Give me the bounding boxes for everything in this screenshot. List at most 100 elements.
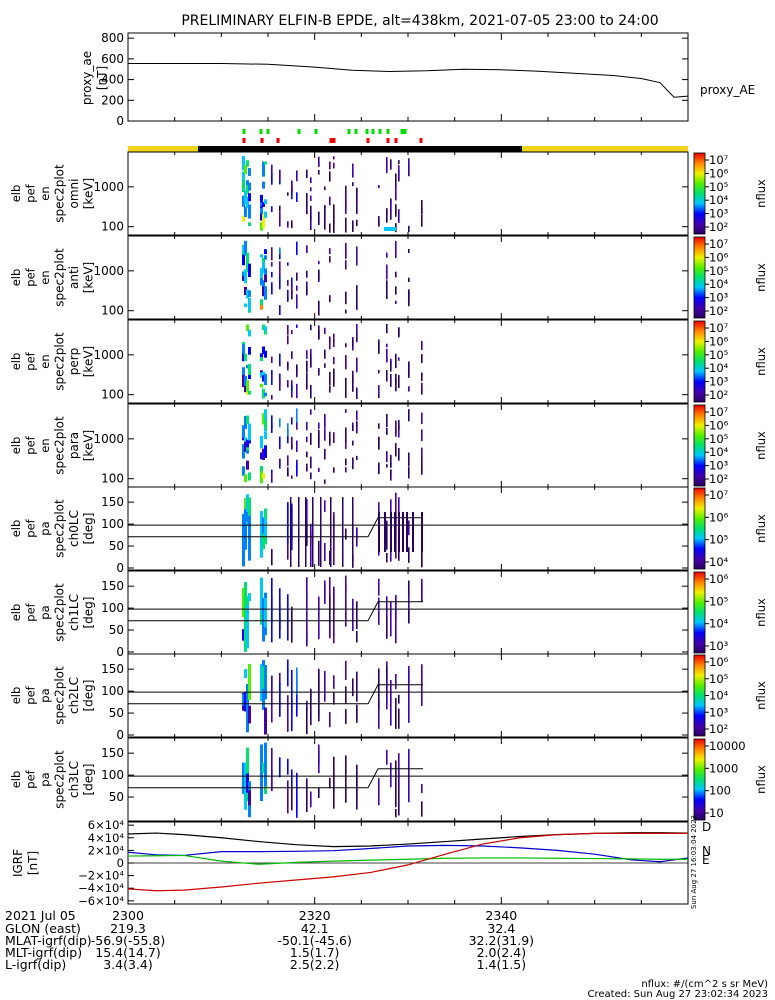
- data-cell: [356, 422, 358, 427]
- data-cell: [398, 423, 400, 430]
- legend-label: proxy_AE: [700, 83, 755, 97]
- data-cell: [421, 578, 423, 588]
- colorbar-tick-label: 10²: [709, 388, 728, 402]
- data-cell: [246, 183, 249, 191]
- chart-title: PRELIMINARY ELFIN-B EPDE, alt=438km, 202…: [181, 13, 658, 29]
- data-cell: [378, 393, 380, 399]
- data-cell: [421, 544, 423, 568]
- data-cell: [421, 458, 423, 473]
- y-axis-label: elb: [9, 269, 23, 287]
- data-cell: [291, 285, 293, 296]
- y-tick-label: 150: [101, 662, 124, 676]
- data-cell: [386, 464, 388, 468]
- data-cell: [248, 514, 251, 561]
- data-cell: [345, 202, 347, 214]
- data-cell: [244, 303, 247, 308]
- data-cell: [264, 742, 267, 787]
- data-cell: [296, 772, 298, 811]
- data-cell: [306, 372, 308, 388]
- data-cell: [262, 388, 265, 399]
- y-axis-label: [deg]: [82, 764, 96, 796]
- data-cell: [395, 387, 397, 392]
- y-tick-label: −2×10⁴: [78, 869, 124, 883]
- y-axis-label: spec2plot: [53, 416, 67, 475]
- data-cell: [345, 440, 347, 449]
- data-cell: [421, 340, 423, 350]
- data-cell: [386, 348, 388, 363]
- data-cell: [246, 258, 249, 273]
- data-cell: [408, 361, 410, 377]
- y-tick-label: 1000: [93, 432, 124, 446]
- data-cell: [246, 439, 249, 448]
- red-tick: [329, 138, 333, 143]
- data-cell: [390, 762, 392, 788]
- data-cell: [246, 600, 249, 647]
- data-cell: [246, 380, 249, 393]
- data-cell: [296, 241, 298, 256]
- data-cell: [398, 328, 400, 336]
- data-cell: [421, 586, 423, 601]
- data-cell: [318, 673, 320, 715]
- y-axis-label: elb: [9, 604, 23, 622]
- data-cell: [290, 497, 292, 567]
- data-cell: [264, 268, 267, 276]
- data-cell: [246, 596, 249, 605]
- data-cell: [279, 275, 281, 290]
- data-cell: [398, 753, 400, 787]
- y-axis-label: pa: [38, 605, 52, 619]
- data-cell: [287, 594, 289, 641]
- data-cell: [260, 299, 263, 305]
- data-cell: [386, 264, 388, 280]
- data-cell: [244, 692, 247, 712]
- colorbar-tick-label: 10⁴: [709, 617, 729, 631]
- data-cell: [324, 479, 326, 484]
- data-cell: [306, 270, 308, 278]
- y-tick-label: 100: [101, 304, 124, 318]
- data-cell: [279, 613, 281, 631]
- data-cell: [310, 324, 312, 331]
- y-axis-label: pa: [38, 521, 52, 535]
- data-cell: [244, 582, 247, 633]
- row-value: 1.5(1.7): [290, 945, 340, 960]
- data-cell: [390, 201, 392, 212]
- data-cell: [248, 497, 251, 516]
- data-cell: [318, 540, 320, 566]
- data-cell: [356, 202, 358, 214]
- colorbar-tick-label: 10³: [709, 705, 729, 719]
- colorbar-tick-label: 10⁶: [709, 250, 729, 264]
- data-cell: [386, 749, 388, 765]
- data-cell: [408, 162, 410, 174]
- data-cell: [242, 587, 245, 617]
- data-cell: [330, 497, 332, 567]
- spectrogram-panel: 150 100 50 0 elb pef pa spec2plot ch1LC [deg] 10⁶ 1…: [9, 570, 768, 659]
- data-cell: [262, 666, 265, 689]
- colorbar-label: nflux: [754, 514, 768, 543]
- colorbar-tick-label: 10⁴: [709, 445, 729, 459]
- y-axis-label: [keV]: [82, 346, 96, 377]
- data-cell: [248, 329, 251, 337]
- y-axis-label: [deg]: [82, 597, 96, 629]
- data-cell: [386, 552, 388, 563]
- data-cell: [279, 681, 281, 717]
- data-cell: [318, 467, 320, 472]
- data-cell: [246, 196, 249, 209]
- y-axis-label: IGRF: [11, 849, 25, 877]
- data-cell: [324, 205, 326, 218]
- data-cell: [356, 324, 358, 336]
- data-cell: [329, 550, 331, 565]
- data-cell: [352, 163, 354, 178]
- data-cell: [291, 351, 293, 359]
- colorbar: [693, 654, 706, 737]
- data-cell: [287, 429, 289, 444]
- data-cell: [279, 247, 281, 255]
- data-cell: [333, 372, 335, 387]
- y-axis-label: pef: [24, 351, 38, 370]
- data-cell: [262, 263, 265, 274]
- data-cell: [345, 217, 347, 233]
- data-cell: [421, 214, 423, 227]
- data-cell: [395, 698, 397, 729]
- colorbar-tick-label: 10³: [709, 459, 729, 473]
- data-cell: [306, 169, 308, 179]
- data-cell: [386, 427, 388, 435]
- data-cell: [333, 356, 335, 365]
